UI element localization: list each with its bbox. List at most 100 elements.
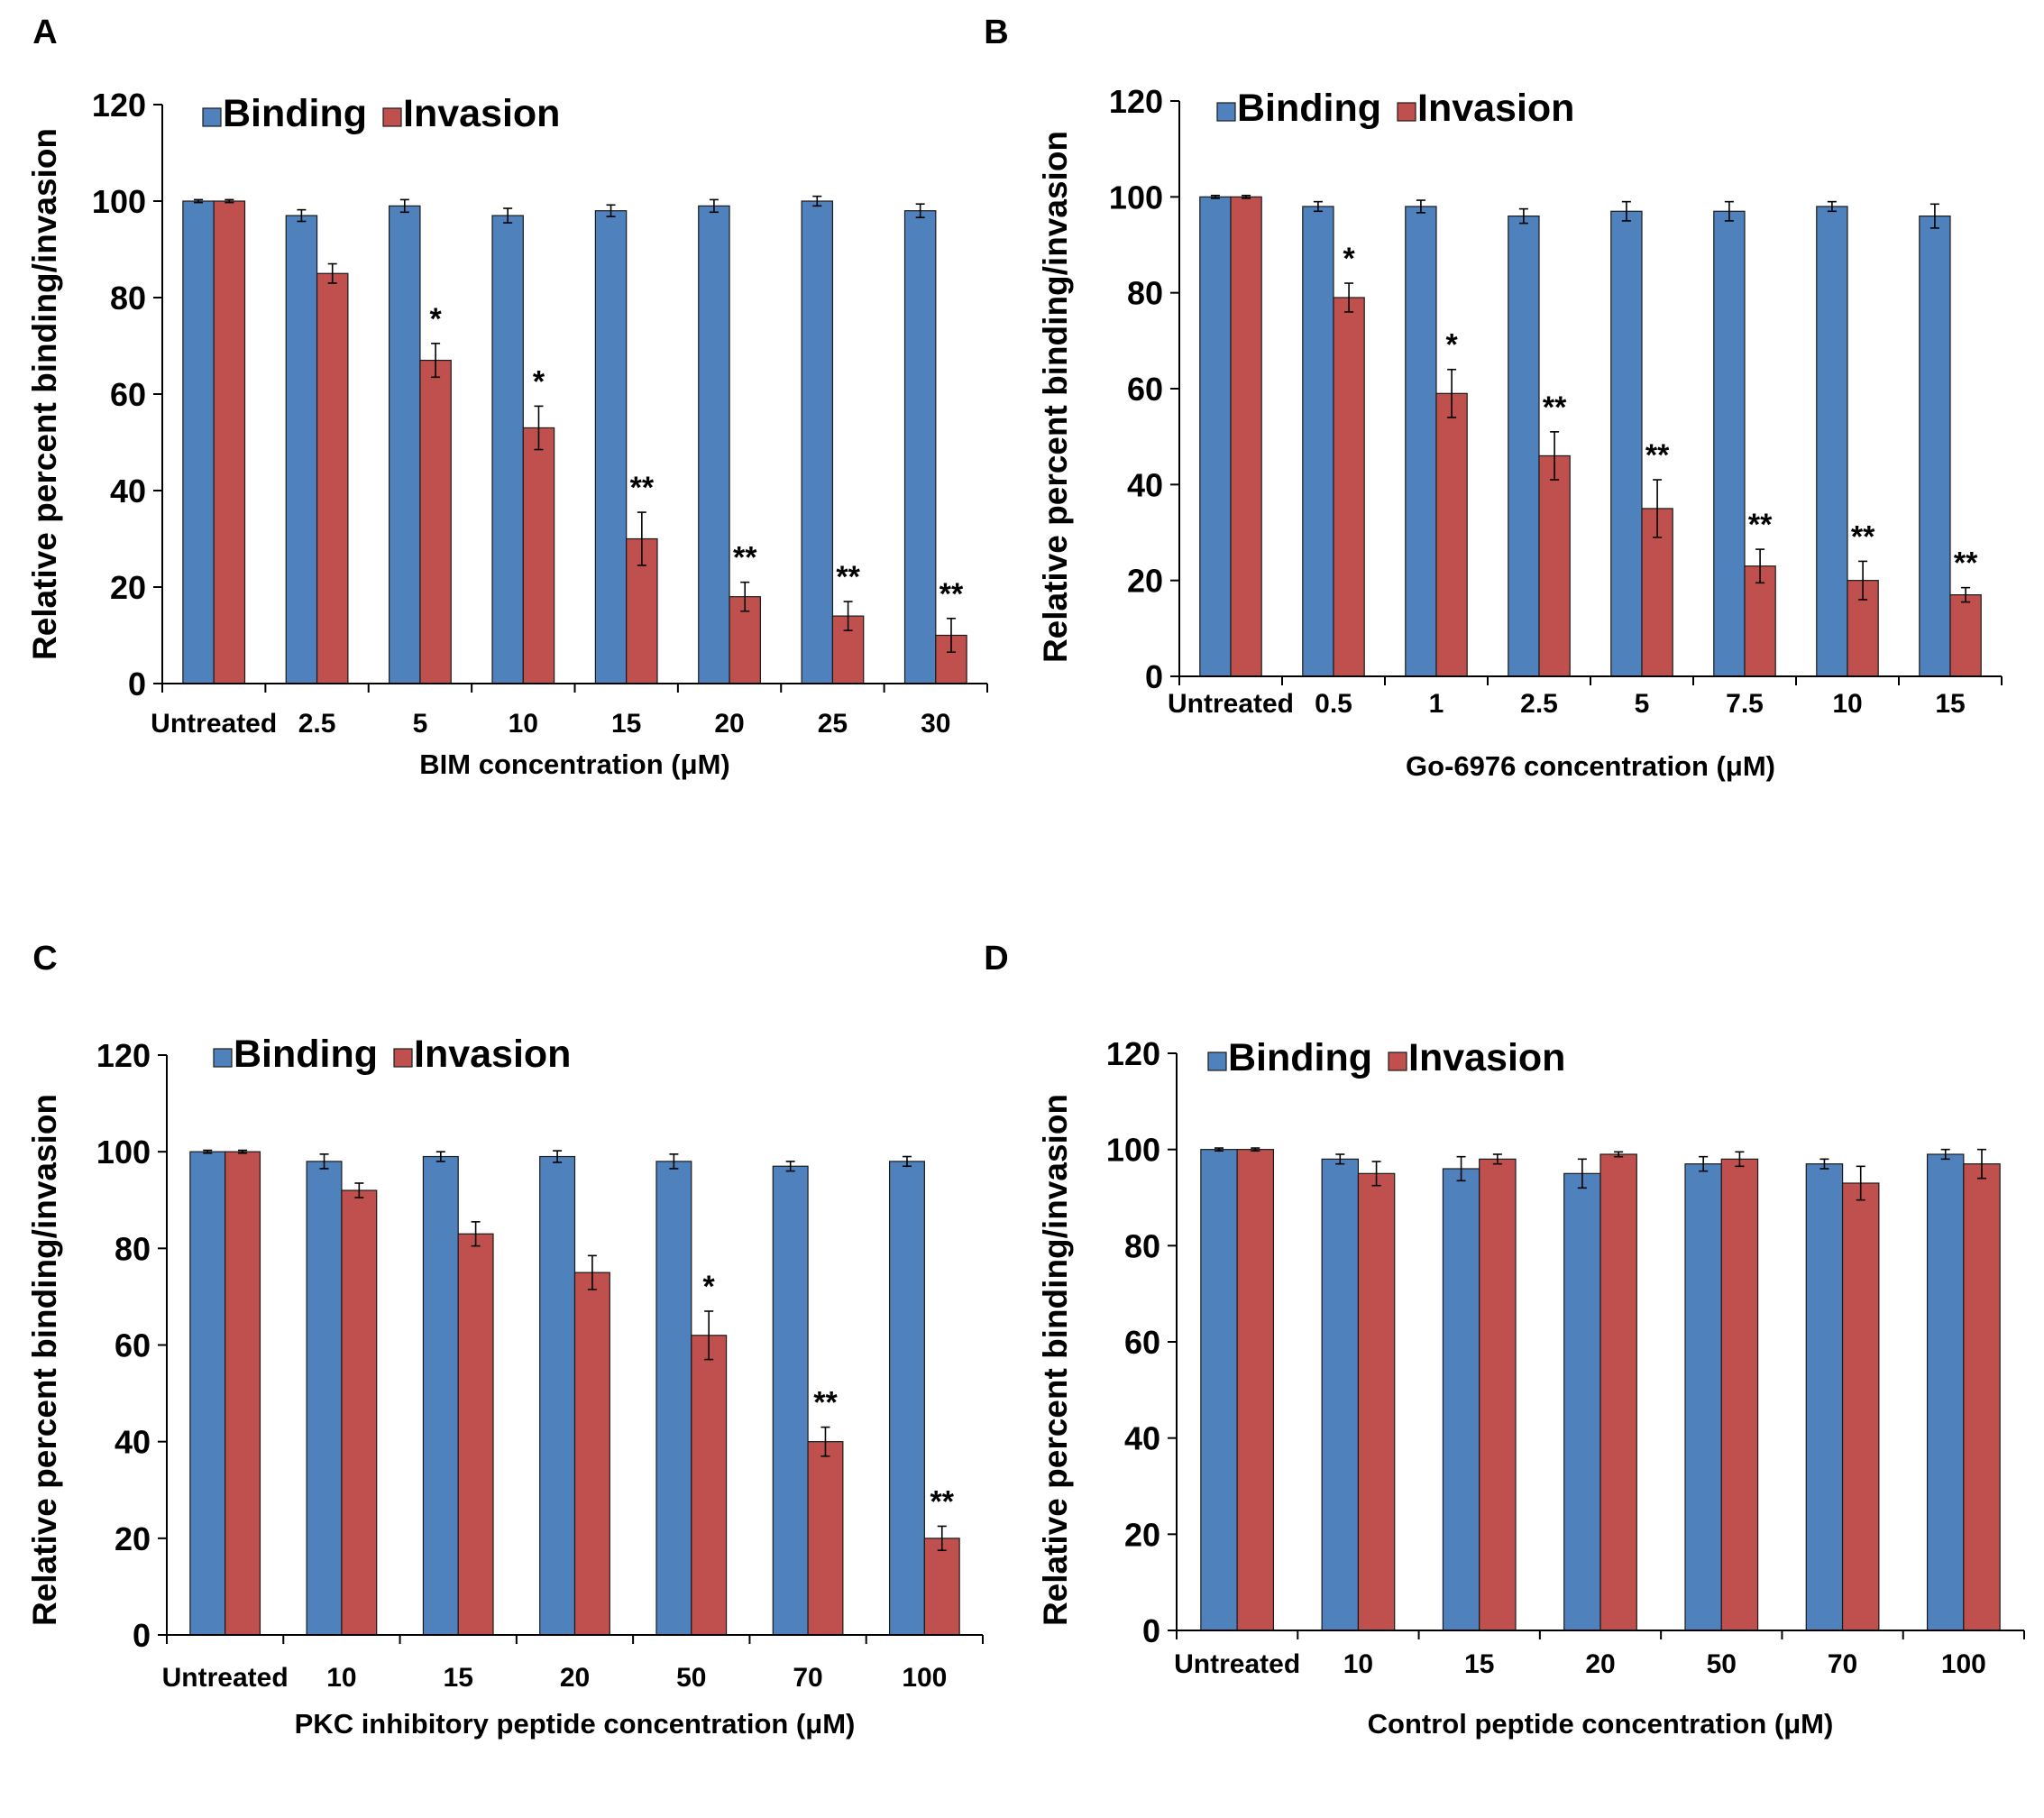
category-label: 20 [560, 1663, 590, 1693]
bar-invasion [1744, 565, 1776, 677]
bar-invasion [1333, 297, 1365, 677]
bar-binding [1610, 210, 1643, 677]
y-tick-label: 40 [115, 1424, 151, 1461]
category-label: 70 [793, 1663, 822, 1693]
bar-invasion [457, 1233, 494, 1636]
category-label: 50 [1707, 1649, 1737, 1679]
y-tick-label: 100 [96, 1134, 151, 1171]
bar-invasion [1230, 196, 1262, 677]
significance-marker: * [703, 1270, 716, 1304]
y-tick-label: 80 [110, 280, 146, 317]
bar-binding [182, 200, 215, 684]
legend-swatch-invasion [1397, 102, 1416, 122]
category-label: 7.5 [1726, 689, 1764, 719]
legend: Binding Invasion [1216, 87, 1574, 130]
bar-binding [1200, 1149, 1238, 1631]
bar-binding [801, 200, 834, 684]
y-tick-label: 60 [1127, 371, 1163, 408]
y-tick-label: 100 [92, 183, 146, 220]
bar-invasion [807, 1441, 844, 1636]
bar-invasion [1479, 1158, 1517, 1631]
category-label: 2.5 [298, 709, 336, 739]
category-label: 20 [714, 709, 744, 739]
category-label: Untreated [162, 1663, 289, 1693]
bar-binding [306, 1161, 343, 1636]
significance-marker: ** [1954, 546, 1978, 581]
bar-binding [1563, 1172, 1601, 1631]
category-label: 25 [818, 709, 848, 739]
y-tick-label: 60 [110, 376, 146, 413]
y-tick-label: 80 [1127, 275, 1163, 312]
bar-invasion [225, 1151, 261, 1636]
y-tick-label: 20 [115, 1520, 151, 1557]
y-axis-title: Relative percent binding/invasion [26, 128, 63, 660]
significance-marker: ** [1748, 508, 1773, 542]
category-label: Untreated [151, 709, 277, 739]
bar-binding [698, 205, 730, 684]
significance-marker: ** [836, 560, 860, 594]
significance-marker: ** [733, 541, 757, 575]
bar-invasion [1949, 594, 1982, 677]
bar-binding [1302, 206, 1334, 677]
bar-invasion [1538, 454, 1571, 677]
bar-binding [655, 1161, 692, 1636]
category-label: Untreated [1168, 689, 1294, 719]
y-tick-label: 60 [115, 1327, 151, 1364]
legend-swatch-binding [1207, 1051, 1227, 1071]
x-axis-title: Control peptide concentration (μM) [1368, 1708, 1834, 1740]
bar-binding [1713, 210, 1746, 677]
significance-marker: ** [813, 1386, 838, 1420]
y-tick-label: 40 [110, 473, 146, 510]
category-label: 2.5 [1520, 689, 1558, 719]
legend: Binding Invasion [213, 1033, 571, 1076]
bar-invasion [573, 1272, 610, 1636]
bar-invasion [1720, 1158, 1759, 1631]
y-tick-label: 0 [128, 666, 146, 702]
legend-label-binding: Binding [234, 1033, 378, 1076]
y-tick-label: 80 [115, 1230, 151, 1267]
bar-binding [594, 210, 628, 684]
legend-label-binding: Binding [223, 92, 367, 135]
bar-binding [1805, 1163, 1844, 1631]
bar-invasion [419, 359, 452, 684]
category-label: 100 [1941, 1649, 1986, 1679]
legend-label-invasion: Invasion [1408, 1036, 1565, 1079]
x-axis-title: BIM concentration (μM) [419, 748, 729, 780]
category-label: Untreated [1174, 1649, 1300, 1679]
bar-binding [772, 1165, 809, 1636]
y-tick-label: 100 [1109, 179, 1163, 216]
significance-marker: ** [1543, 390, 1567, 425]
significance-marker: ** [630, 471, 655, 505]
bar-invasion [522, 427, 555, 684]
panel-label: D [984, 940, 1008, 978]
panel-d: D 0 20 40 60 80 100 120 Untreated 10 15 20 50 70 100 Co… [984, 940, 2025, 1740]
bar-invasion [1357, 1172, 1396, 1631]
significance-marker: ** [1645, 438, 1670, 473]
bar-binding [1926, 1153, 1965, 1631]
bar-binding [389, 205, 421, 684]
bar-binding [189, 1151, 226, 1636]
legend-swatch-invasion [382, 107, 402, 127]
significance-marker: * [429, 302, 442, 336]
category-label: 15 [611, 709, 641, 739]
legend-label-invasion: Invasion [403, 92, 560, 135]
bar-binding [1508, 216, 1540, 677]
y-tick-label: 0 [1145, 658, 1163, 695]
panel-label: A [32, 14, 57, 51]
bar-binding [888, 1161, 925, 1636]
significance-marker: ** [940, 577, 964, 611]
panel-label: C [32, 940, 57, 978]
bar-binding [1405, 206, 1437, 677]
bar-invasion [1236, 1149, 1275, 1631]
bar-binding [1321, 1158, 1360, 1631]
y-tick-label: 20 [1127, 563, 1163, 600]
significance-marker: * [1445, 328, 1458, 363]
legend-label-binding: Binding [1228, 1036, 1372, 1079]
y-tick-label: 80 [1124, 1227, 1160, 1264]
legend-label-invasion: Invasion [1417, 87, 1574, 130]
category-label: 20 [1585, 1649, 1615, 1679]
x-axis-title: Go-6976 concentration (μM) [1406, 750, 1775, 782]
category-label: 10 [326, 1663, 356, 1693]
